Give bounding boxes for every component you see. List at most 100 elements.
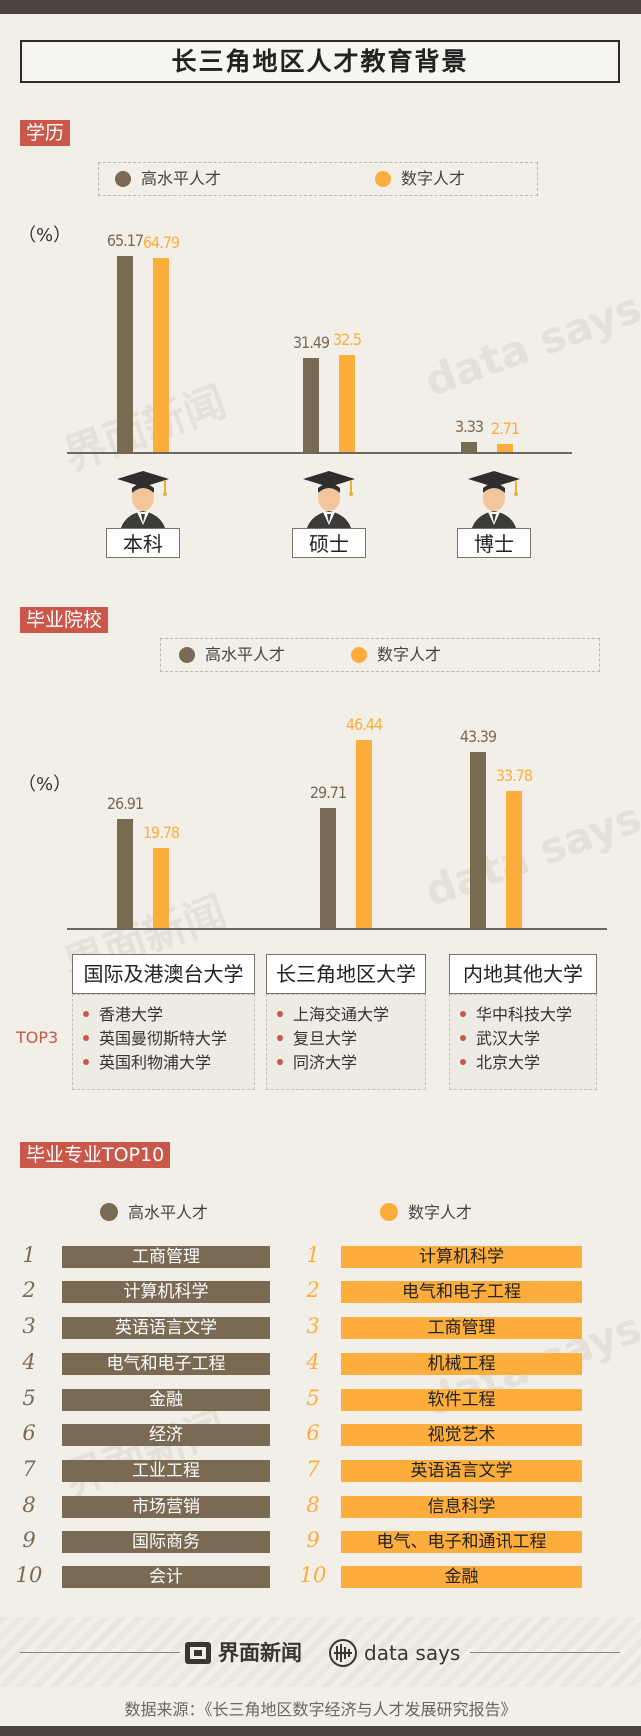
graduate-icon <box>113 465 173 537</box>
list-item: 同济大学 <box>267 1051 425 1075</box>
school-list: 香港大学 英国曼彻斯特大学 英国利物浦大学 <box>72 994 255 1090</box>
bullet-dot-icon <box>277 1059 283 1065</box>
degree-label: 硕士 <box>292 528 366 558</box>
bar-digital <box>339 354 355 452</box>
bullet-dot-icon <box>460 1011 466 1017</box>
rank-bar-digital: 工商管理 <box>341 1317 582 1339</box>
rank-bar-high: 工业工程 <box>62 1460 270 1482</box>
school-list: 华中科技大学 武汉大学 北京大学 <box>449 994 597 1090</box>
rank-bar-high: 电气和电子工程 <box>62 1353 270 1375</box>
legend-item-digital: 数字人才 <box>351 646 441 664</box>
school-header: 内地其他大学 <box>449 954 597 994</box>
datasays-name: data says <box>364 1641 461 1665</box>
bar-digital <box>497 443 513 452</box>
rank-number: 5 <box>22 1386 36 1410</box>
watermark-text: data says <box>418 282 641 407</box>
bullet-dot-icon <box>83 1035 89 1041</box>
list-item-label: 英国利物浦大学 <box>99 1053 212 1072</box>
legend-label-high: 高水平人才 <box>141 169 222 188</box>
brand-name: 界面新闻 <box>218 1641 302 1665</box>
footer-divider <box>20 1652 180 1653</box>
rank-number: 6 <box>306 1421 320 1445</box>
bullet-dot-icon <box>277 1035 283 1041</box>
list-item: 北京大学 <box>450 1051 596 1075</box>
bullet-dot-icon <box>460 1059 466 1065</box>
legend-swatch-digital <box>351 647 367 663</box>
list-item: 复旦大学 <box>267 1027 425 1051</box>
legend-item-digital: 数字人才 <box>380 1203 472 1222</box>
bar-high <box>461 442 477 452</box>
degree-label: 博士 <box>457 528 531 558</box>
rank-number: 9 <box>306 1528 320 1552</box>
rank-number: 10 <box>299 1563 327 1587</box>
rank-number: 8 <box>22 1493 36 1517</box>
rank-number: 3 <box>22 1314 36 1338</box>
jiemian-logo-icon <box>185 1642 211 1664</box>
legend-swatch-high <box>115 171 131 187</box>
list-item-label: 复旦大学 <box>293 1029 358 1048</box>
rank-bar-high: 国际商务 <box>62 1531 270 1553</box>
bar-high <box>470 752 486 928</box>
legend-label-digital: 数字人才 <box>401 169 466 188</box>
section-tag-education: 学历 <box>20 120 71 146</box>
rank-number: 10 <box>15 1563 43 1587</box>
rank-number: 4 <box>22 1350 36 1374</box>
legend-item-high: 高水平人才 <box>115 170 221 188</box>
legend-label-high: 高水平人才 <box>128 1203 209 1222</box>
school-list: 上海交通大学 复旦大学 同济大学 <box>266 994 426 1090</box>
data-label: 46.44 <box>345 714 383 734</box>
bar-digital <box>153 847 169 928</box>
bottom-bar <box>0 1726 641 1736</box>
section-tag-schools: 毕业院校 <box>20 607 109 633</box>
y-unit-label: （%） <box>18 225 72 246</box>
data-label: 2.71 <box>490 418 520 438</box>
rank-bar-digital: 计算机科学 <box>341 1246 582 1268</box>
legend-swatch-high <box>179 647 195 663</box>
data-label: 26.91 <box>106 794 144 813</box>
legend-education: 高水平人才 数字人才 <box>98 162 538 196</box>
degree-label: 本科 <box>106 528 180 558</box>
rank-number: 6 <box>22 1421 36 1445</box>
datasays-logo-icon <box>329 1639 357 1667</box>
section-tag-majors: 毕业专业TOP10 <box>20 1142 171 1168</box>
list-item: 英国曼彻斯特大学 <box>73 1027 254 1051</box>
rank-bar-high: 工商管理 <box>62 1246 270 1268</box>
watermark-text: data says <box>418 792 641 917</box>
rank-bar-digital: 视觉艺术 <box>341 1424 582 1446</box>
rank-number: 7 <box>22 1457 36 1481</box>
rank-number: 8 <box>306 1493 320 1517</box>
bar-digital <box>506 791 522 928</box>
rank-number: 2 <box>306 1278 320 1302</box>
legend-label-digital: 数字人才 <box>377 645 442 664</box>
legend-label-high: 高水平人才 <box>205 645 286 664</box>
rank-number: 3 <box>306 1314 320 1338</box>
legend-item-high: 高水平人才 <box>179 646 285 664</box>
legend-item-high: 高水平人才 <box>100 1203 208 1222</box>
data-label: 64.79 <box>142 232 180 252</box>
list-item-label: 香港大学 <box>99 1005 164 1024</box>
top-bar <box>0 0 641 14</box>
data-source: 数据来源：《长三角地区数字经济与人才发展研究报告》 <box>124 1700 517 1719</box>
list-item-label: 北京大学 <box>476 1053 541 1072</box>
bar-high <box>117 256 133 452</box>
rank-bar-digital: 机械工程 <box>341 1353 582 1375</box>
legend-swatch-digital <box>375 171 391 187</box>
data-label: 32.5 <box>332 329 362 349</box>
bar-high <box>303 357 319 452</box>
rank-bar-digital: 电气和电子工程 <box>341 1281 582 1303</box>
rank-number: 7 <box>306 1457 320 1481</box>
legend-item-digital: 数字人才 <box>375 170 465 188</box>
page-title: 长三角地区人才教育背景 <box>20 40 620 83</box>
data-label: 29.71 <box>309 782 347 802</box>
rank-bar-high: 计算机科学 <box>62 1281 270 1303</box>
rank-number: 9 <box>22 1528 36 1552</box>
list-item: 华中科技大学 <box>450 1003 596 1027</box>
list-item-label: 英国曼彻斯特大学 <box>99 1029 228 1048</box>
rank-bar-high: 经济 <box>62 1424 270 1446</box>
legend-schools: 高水平人才 数字人才 <box>160 638 600 672</box>
data-label: 31.49 <box>292 332 330 352</box>
datasays-logo: data says <box>328 1638 460 1668</box>
school-header: 长三角地区大学 <box>266 954 426 994</box>
data-label: 3.33 <box>454 417 484 436</box>
list-item-label: 同济大学 <box>293 1053 358 1072</box>
